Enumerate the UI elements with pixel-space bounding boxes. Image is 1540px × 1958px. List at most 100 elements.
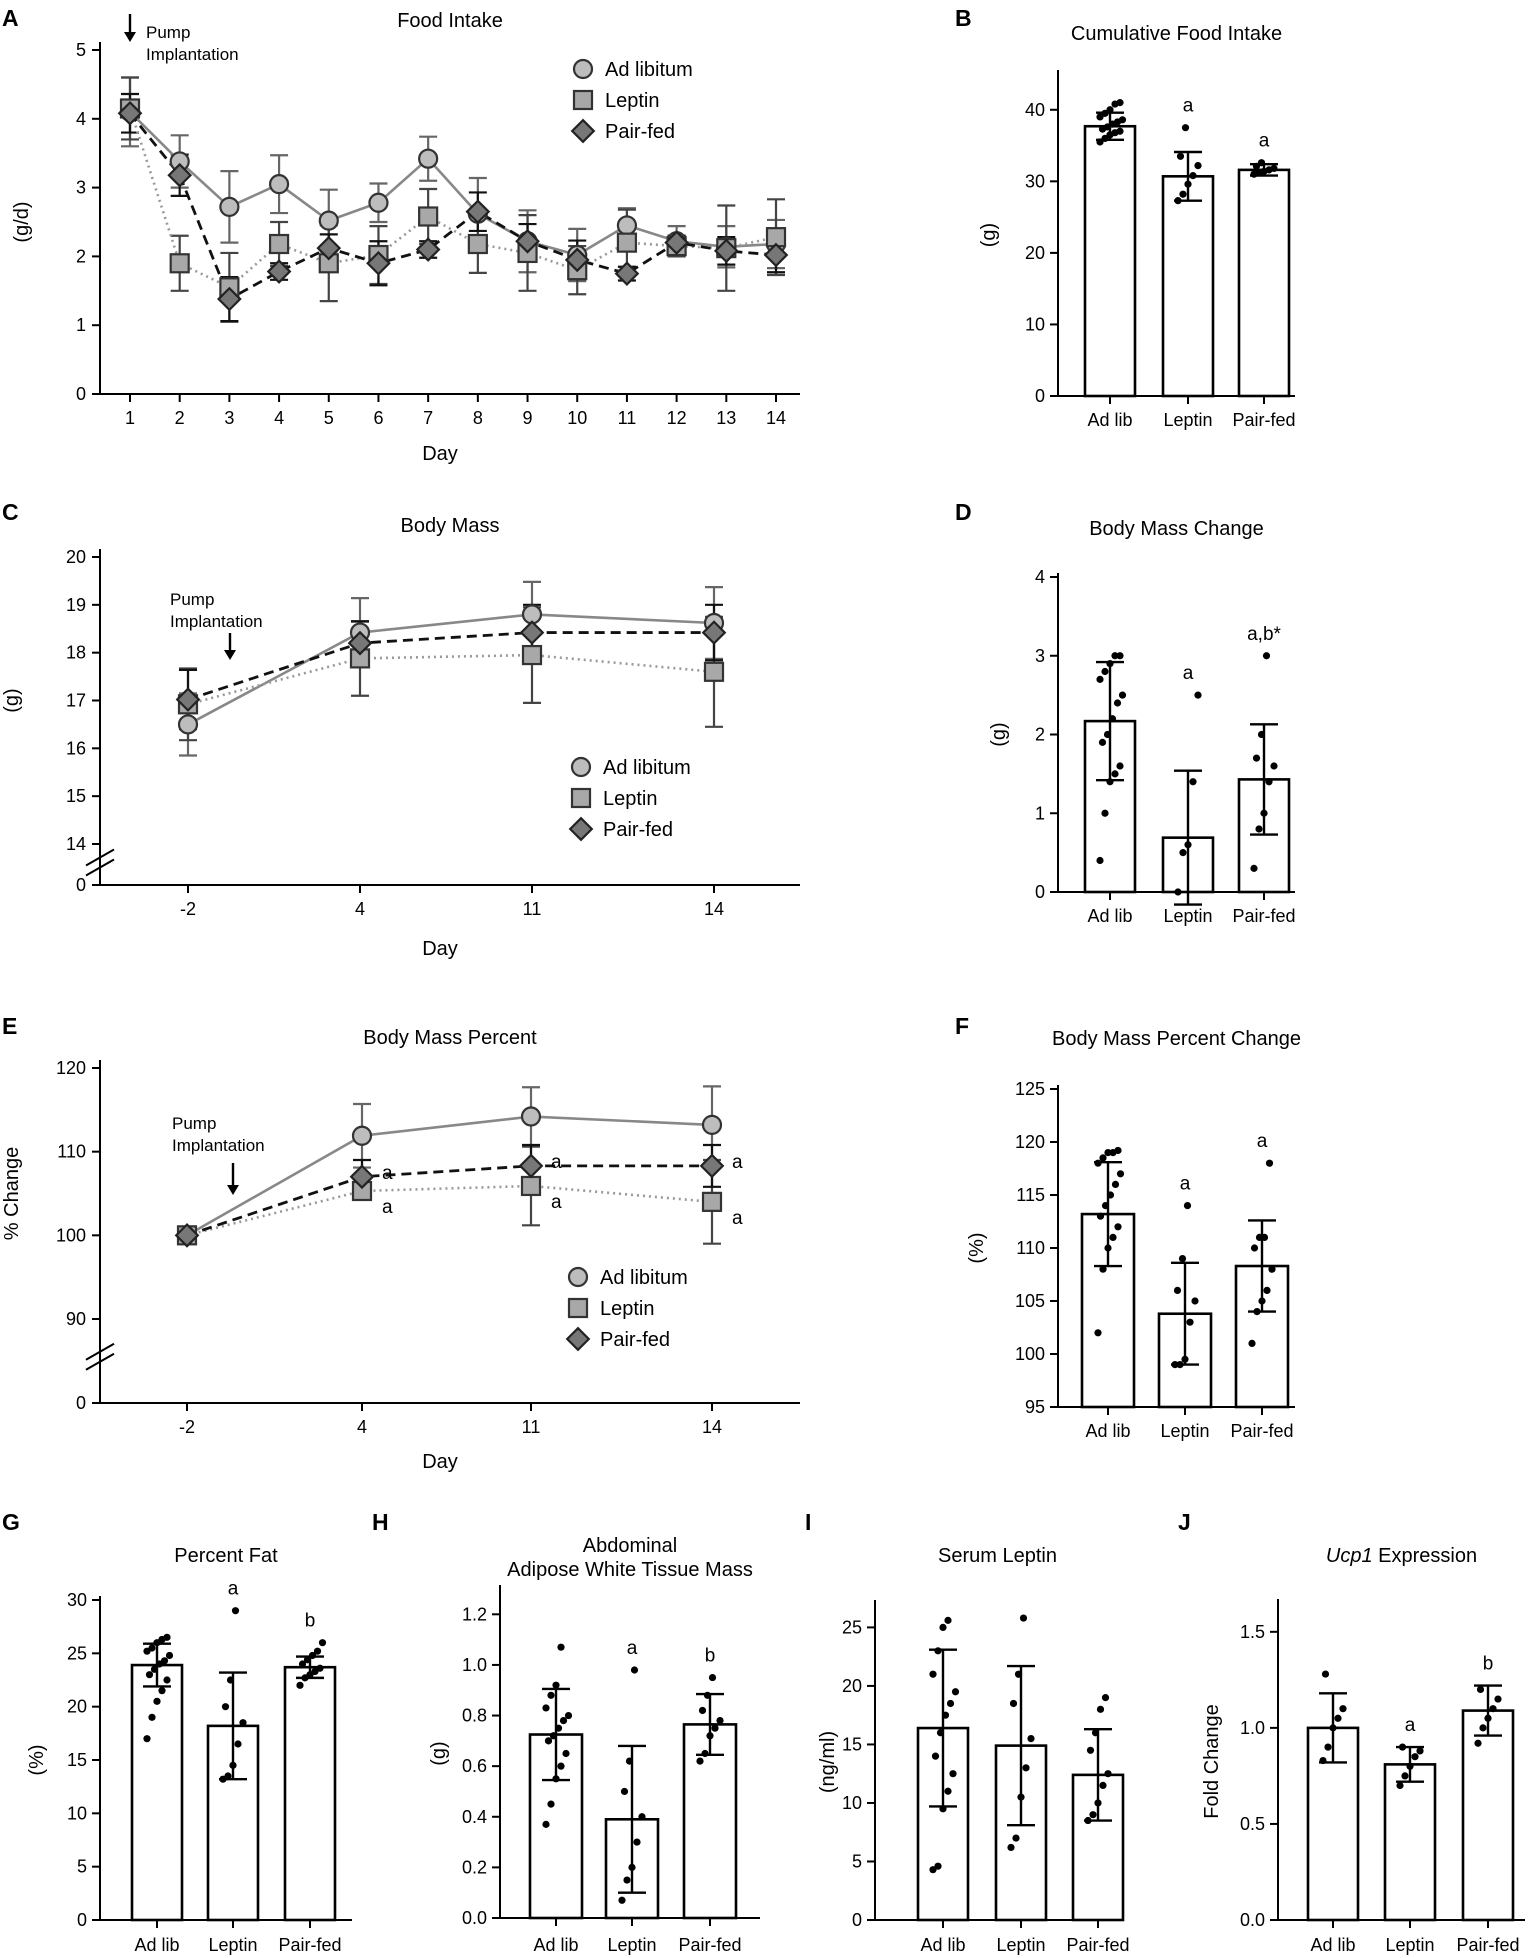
legend-marker	[565, 1326, 591, 1352]
x-tick-label: 5	[324, 408, 334, 428]
y-tick-label: 105	[1015, 1291, 1045, 1311]
data-dot	[1253, 1308, 1261, 1316]
y-axis-label: (%)	[26, 1744, 48, 1775]
data-dot	[1106, 106, 1114, 114]
data-dot	[1250, 864, 1258, 872]
data-dot	[1181, 1355, 1189, 1363]
legend-label: Ad libitum	[603, 757, 691, 779]
data-dot	[1406, 1762, 1414, 1770]
x-tick-label: Leptin	[1385, 1935, 1434, 1955]
bar-leptin	[1161, 175, 1215, 398]
data-dot	[1263, 1286, 1271, 1294]
legend-label: Pair-fed	[605, 121, 675, 143]
data-dot	[1106, 1191, 1115, 1199]
data-dot	[1270, 164, 1278, 173]
y-tick-label: 0	[76, 1393, 86, 1413]
data-dot	[1022, 1764, 1030, 1772]
y-tick-label: 5	[77, 1857, 87, 1877]
data-dot	[1094, 1159, 1102, 1167]
data-dot	[1255, 1233, 1264, 1241]
data-dot	[625, 1757, 634, 1765]
data-dot	[1252, 162, 1261, 170]
x-tick-label: 1	[125, 408, 135, 428]
y-tick-label: 40	[1025, 100, 1045, 120]
bar-ad-lib	[1083, 124, 1137, 398]
y-axis-label: (ng/ml)	[817, 1731, 839, 1793]
y-tick-label: 0	[852, 1910, 862, 1930]
data-dot	[711, 1724, 719, 1732]
data-dot	[934, 1862, 942, 1870]
chart-title: Food Intake	[397, 10, 503, 32]
data-point	[564, 247, 590, 273]
data-dot	[618, 1896, 626, 1904]
pump-annotation: Implantation	[172, 1136, 265, 1155]
series-line-pair-fed	[187, 631, 714, 701]
data-dot	[1101, 1202, 1110, 1210]
x-tick-label: 3	[224, 408, 234, 428]
data-dot	[1094, 1329, 1102, 1337]
data-dot	[316, 1664, 324, 1672]
significance-label: a,b*	[1247, 624, 1281, 645]
data-dot	[1113, 699, 1122, 707]
data-point	[701, 1191, 723, 1212]
data-dot	[1260, 809, 1268, 817]
data-dot	[1096, 113, 1104, 121]
data-dot	[1484, 1714, 1492, 1722]
data-dot	[562, 1749, 570, 1758]
data-dot	[542, 1704, 550, 1712]
y-tick-label: 15	[66, 786, 86, 806]
data-dot	[1104, 1244, 1112, 1252]
data-dot	[1116, 762, 1124, 770]
data-dot	[1099, 1781, 1107, 1790]
series-line-pair-fed	[186, 1164, 712, 1237]
chart-title: Abdominal	[583, 1535, 678, 1557]
pump-arrow-head	[224, 650, 236, 660]
legend-marker	[567, 1297, 589, 1319]
data-point	[318, 210, 339, 231]
data-dot	[1116, 127, 1124, 135]
data-point	[418, 148, 439, 169]
pump-annotation: Pump	[172, 1114, 216, 1133]
data-dot	[239, 1719, 247, 1727]
data-dot	[303, 1656, 312, 1664]
panel-letter-c: C	[2, 499, 19, 525]
data-point	[117, 100, 143, 126]
data-dot	[1109, 1233, 1117, 1241]
data-point	[175, 687, 201, 712]
y-axis-label: Fold Change	[1201, 1704, 1223, 1819]
data-point	[763, 242, 789, 268]
data-dot	[1111, 770, 1119, 778]
chart-cumulative-food-intake: Cumulative Food Intake 0 10 20 30 40 (g) Ad lib…	[978, 23, 1296, 430]
pump-arrow-head	[227, 1185, 239, 1195]
data-dot	[298, 1660, 307, 1668]
data-dot	[1257, 730, 1266, 739]
x-tick-label: Ad lib	[1085, 1421, 1130, 1441]
data-dot	[1268, 1265, 1276, 1273]
data-dot	[1176, 1361, 1184, 1369]
x-tick-label: 8	[473, 408, 483, 428]
data-dot	[1416, 1747, 1424, 1755]
x-tick-label: Leptin	[996, 1935, 1045, 1955]
legend-marker	[570, 787, 592, 809]
data-dot	[224, 1772, 232, 1780]
y-tick-label: 0	[77, 1910, 87, 1930]
data-dot	[1094, 1799, 1102, 1807]
data-dot	[1265, 1159, 1274, 1167]
data-point	[368, 192, 389, 213]
y-tick-label: 5	[852, 1851, 862, 1871]
data-dot	[931, 1752, 940, 1760]
y-axis-label: (g)	[1, 688, 23, 712]
data-dot	[944, 1616, 952, 1624]
data-dot	[1396, 1781, 1404, 1790]
y-tick-label: 125	[1015, 1079, 1045, 1099]
series-line-leptin	[186, 1184, 713, 1237]
bar-pair-fed	[1237, 168, 1291, 398]
data-point	[703, 661, 725, 682]
data-point	[174, 1222, 200, 1248]
data-dot	[949, 1770, 957, 1778]
data-dot	[1189, 172, 1197, 180]
y-tick-label: 120	[56, 1058, 86, 1078]
data-dot	[1260, 1233, 1269, 1241]
y-tick-label: 0.0	[1240, 1910, 1265, 1930]
y-axis-label: (g)	[428, 1741, 450, 1765]
